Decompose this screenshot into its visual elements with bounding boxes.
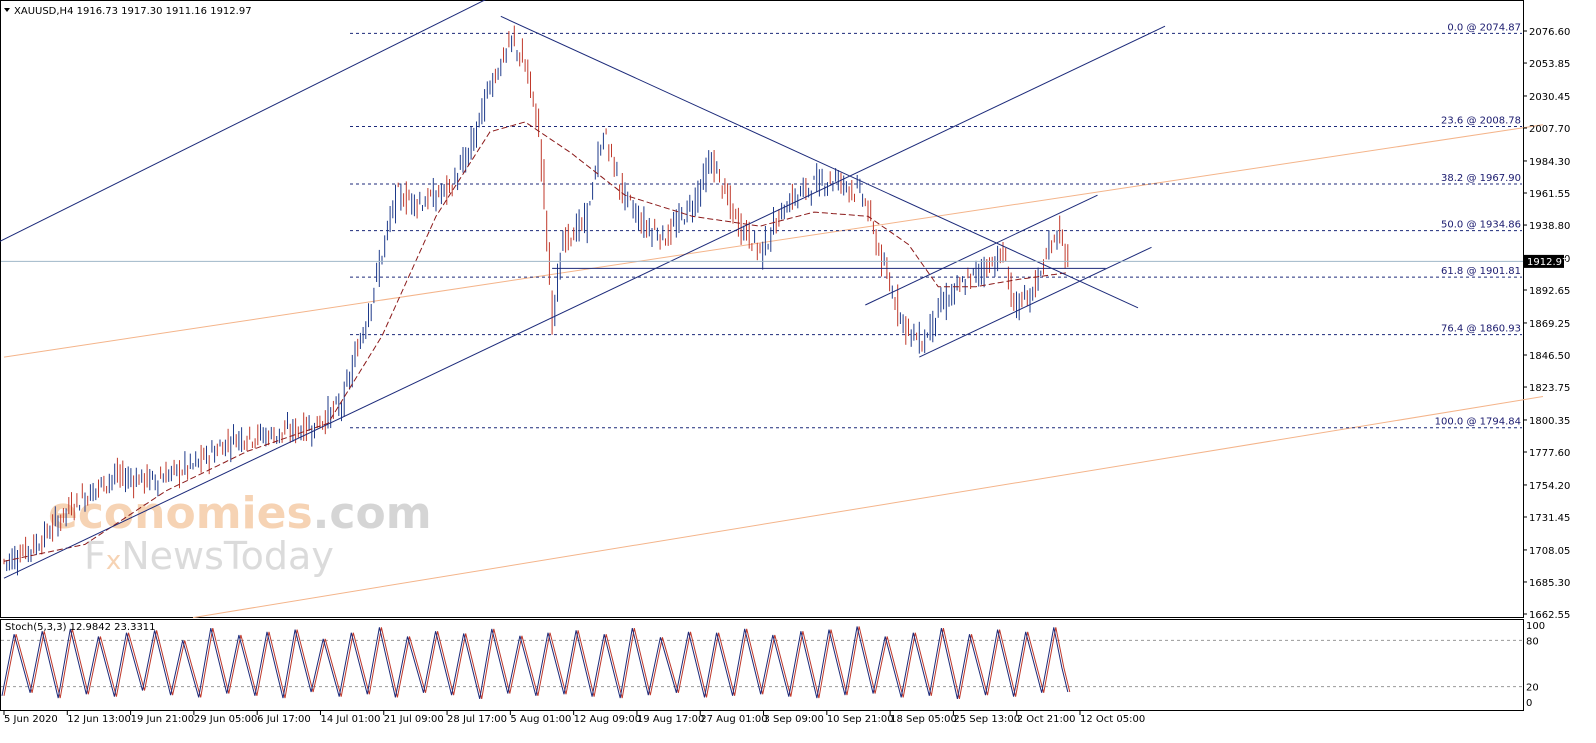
y-tick-label: 1869.25 — [1529, 319, 1570, 330]
fib-label: 23.6 @ 2008.78 — [1441, 115, 1521, 126]
stoch-pane-frame — [0, 619, 1524, 711]
x-tick-label: 19 Jun 21:00 — [131, 714, 195, 725]
x-tick-label: 12 Oct 05:00 — [1080, 714, 1145, 725]
upper-short-channel-line — [865, 194, 1098, 306]
y-tick-label: 1846.50 — [1529, 351, 1570, 362]
watermark-newstoday: NewsToday — [121, 534, 334, 578]
fib-label: 61.8 @ 1901.81 — [1441, 266, 1521, 277]
x-tick-label: 21 Jul 09:00 — [384, 714, 444, 725]
fib-label: 0.0 @ 2074.87 — [1447, 22, 1521, 33]
y-tick-label: 1961.55 — [1529, 189, 1570, 200]
y-tick-label: 2007.70 — [1529, 124, 1570, 135]
x-tick-label: 29 Jun 05:00 — [194, 714, 258, 725]
x-tick-label: 6 Jul 17:00 — [257, 714, 311, 725]
stoch-tick-label: 80 — [1526, 636, 1539, 647]
fib-label: 38.2 @ 1967.90 — [1441, 173, 1521, 184]
moving-average — [3, 121, 1068, 562]
trendlines — [0, 0, 1166, 579]
price-axis: 2076.60 2053.85 2030.45 2007.70 1984.30 1961.… — [1, 27, 1570, 621]
time-axis: 5 Jun 2020 12 Jun 13:00 19 Jun 21:00 29 Jun… — [3, 711, 1145, 725]
y-tick-label: 2030.45 — [1529, 92, 1570, 103]
x-tick-label: 18 Sep 05:00 — [890, 714, 957, 725]
y-tick-label: 2076.60 — [1529, 27, 1570, 38]
falling-resistance-line — [500, 15, 1139, 309]
x-tick-label: 14 Jul 01:00 — [320, 714, 380, 725]
fib-label: 76.4 @ 1860.93 — [1441, 324, 1521, 335]
light-channel-lines — [3, 124, 1544, 619]
light-upper-line — [3, 124, 1544, 358]
x-tick-label: 2 Oct 21:00 — [1017, 714, 1076, 725]
svg-text:FxNewsToday: FxNewsToday — [84, 534, 334, 578]
x-tick-label: 27 Aug 01:00 — [700, 714, 767, 725]
stochastic-oscillator: 100 80 20 0 — [1, 621, 1545, 709]
y-tick-label: 2053.85 — [1529, 59, 1570, 70]
stoch-label: Stoch(5,3,3) 12.9842 23.3311 — [5, 622, 156, 633]
ma-line — [3, 121, 1068, 562]
x-tick-label: 25 Sep 13:00 — [953, 714, 1020, 725]
y-tick-label: 1731.45 — [1529, 513, 1570, 524]
y-tick-label: 1823.75 — [1529, 383, 1570, 394]
x-tick-label: 3 Sep 09:00 — [764, 714, 824, 725]
stoch-tick-label: 0 — [1526, 698, 1532, 709]
lower-short-channel-line — [919, 246, 1152, 358]
main-up-trend-line — [3, 25, 1166, 579]
watermark-economies: economies — [48, 488, 313, 539]
watermark-com: .com — [313, 488, 432, 539]
symbol-ohlc-label: XAUUSD,H4 1916.73 1917.30 1911.16 1912.9… — [14, 6, 252, 17]
fib-label: 100.0 @ 1794.84 — [1435, 417, 1521, 428]
svg-text:1912.97: 1912.97 — [1527, 257, 1568, 268]
y-tick-label: 1662.55 — [1529, 610, 1570, 621]
y-tick-label: 1777.60 — [1529, 448, 1570, 459]
stoch-tick-label: 20 — [1526, 683, 1539, 694]
y-tick-label: 1708.05 — [1529, 546, 1570, 557]
dropdown-arrow-icon[interactable] — [4, 8, 10, 12]
main-pane-frame — [0, 0, 1524, 618]
y-tick-label: 1938.80 — [1529, 221, 1570, 232]
stoch-signal-line — [3, 626, 1071, 700]
svg-text:economies.com: economies.com — [48, 488, 432, 539]
x-tick-label: 5 Jun 2020 — [4, 714, 58, 725]
y-tick-label: 1892.65 — [1529, 286, 1570, 297]
candlesticks — [3, 25, 1069, 576]
light-lower-line — [192, 396, 1544, 619]
upper-long-channel-line — [0, 0, 486, 242]
y-tick-label: 1754.20 — [1529, 481, 1570, 492]
x-tick-label: 19 Aug 17:00 — [637, 714, 704, 725]
stoch-tick-label: 100 — [1526, 621, 1545, 632]
watermark-x: x — [106, 546, 121, 576]
current-price-tag: 1912.97 — [1524, 254, 1568, 268]
x-tick-label: 12 Jun 13:00 — [67, 714, 131, 725]
y-tick-label: 1800.35 — [1529, 416, 1570, 427]
x-tick-label: 28 Jul 17:00 — [447, 714, 507, 725]
y-tick-label: 1984.30 — [1529, 157, 1570, 168]
fib-label: 50.0 @ 1934.86 — [1441, 220, 1521, 231]
fibonacci-levels: 0.0 @ 2074.87 23.6 @ 2008.78 38.2 @ 1967.9… — [350, 22, 1522, 429]
stoch-main-line — [1, 626, 1069, 700]
watermark-f: F — [84, 534, 106, 578]
x-tick-label: 12 Aug 09:00 — [574, 714, 641, 725]
x-tick-label: 5 Aug 01:00 — [510, 714, 571, 725]
x-tick-label: 10 Sep 21:00 — [827, 714, 894, 725]
watermark: economies.com FxNewsToday — [48, 488, 432, 578]
y-tick-label: 1685.30 — [1529, 578, 1570, 589]
